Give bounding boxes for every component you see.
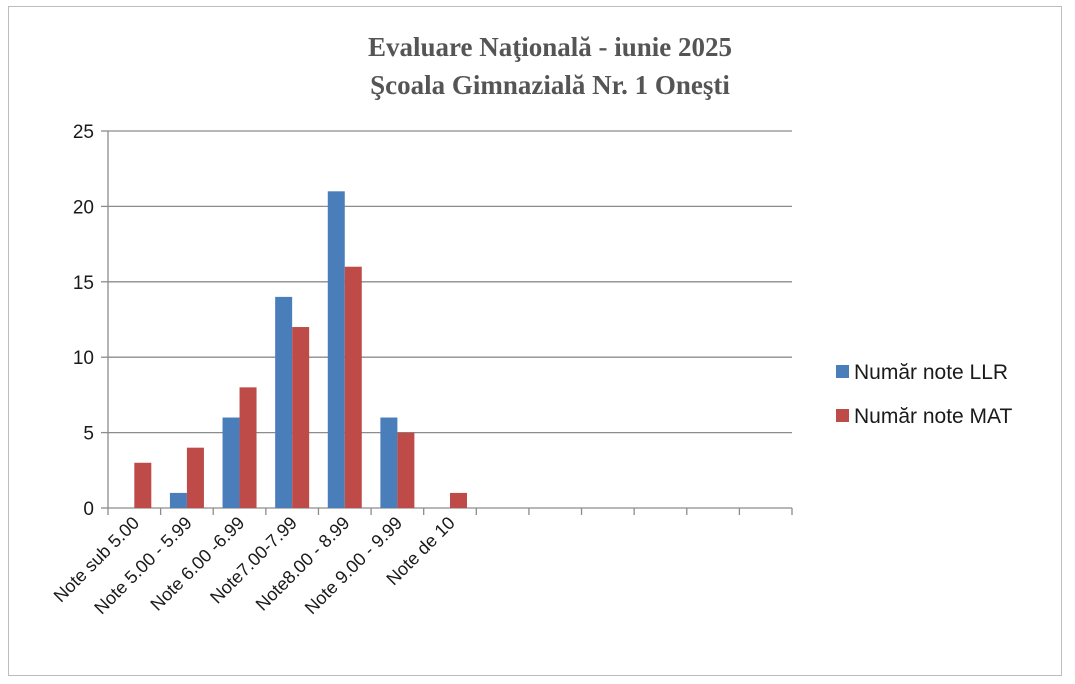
x-tick-label: Note 6.00 -6.99 [146,513,248,615]
y-tick-label: 25 [73,122,94,143]
bar [380,417,398,508]
legend-swatch [836,365,849,378]
chart-title-line-2: Şcoala Gimnazială Nr. 1 Oneşti [370,70,730,100]
chart-title-line-1: Evaluare Naţională - iunie 2025 [367,32,733,62]
legend: Număr note LLR Număr note MAT [836,361,1012,428]
bar [327,191,345,508]
legend-swatch [836,409,849,422]
y-tick-label: 5 [83,424,94,445]
legend-label: Număr note LLR [854,361,1008,384]
bar [222,417,240,508]
bar [186,447,204,508]
gridlines [108,130,792,434]
bar [450,492,467,508]
bar [292,327,310,508]
x-tick-label: Note 9.00 - 9.99 [301,513,406,618]
chart-title: Evaluare Naţională - iunie 2025 Şcoala G… [330,28,770,104]
y-tick-labels: 0 5 10 15 20 25 [73,122,94,520]
y-tick-label: 0 [83,499,94,520]
y-tick-label: 20 [73,197,94,218]
bar [344,266,362,508]
chart-frame [8,6,1062,676]
y-tick-label: 10 [73,348,94,369]
bar [275,296,293,508]
y-tick-label: 15 [73,273,94,294]
x-tick-label: Note8.00 - 8.99 [252,513,354,615]
bar [239,387,257,508]
bar [134,462,152,508]
axes [101,130,793,515]
bars [134,191,467,508]
x-tick-label: Note 5.00 - 5.99 [90,513,195,618]
legend-label: Număr note MAT [854,405,1012,428]
bar [397,432,415,508]
bar [169,492,187,508]
